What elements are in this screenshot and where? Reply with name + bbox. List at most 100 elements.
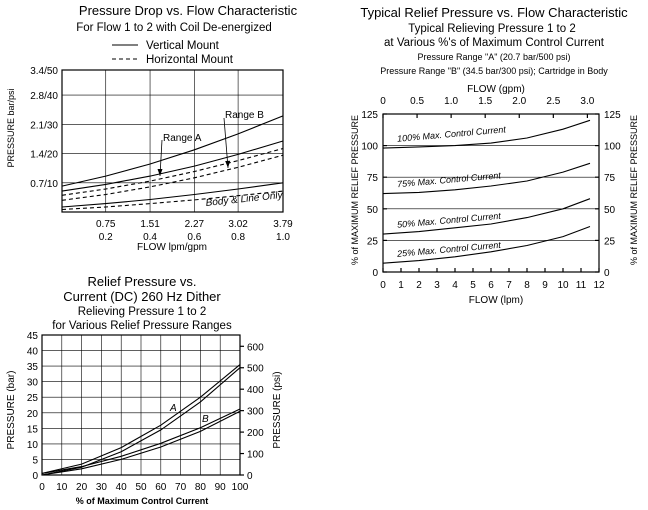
x-tick-label-lpm: 0.75 (96, 219, 116, 230)
y-tick-label-psi: 100 (247, 450, 264, 461)
y-tick-label-left: 125 (361, 110, 378, 121)
x-tick-label-lpm: 3.79 (273, 219, 293, 230)
x-tick-label: 80 (195, 482, 207, 493)
relief-current-grid (41, 334, 241, 476)
y-tick-label-bar: 40 (27, 347, 39, 358)
series-line (41, 410, 241, 476)
y-tick-label-bar: 30 (27, 378, 39, 389)
y-tick-label-bar: 25 (27, 393, 39, 404)
annotation-a: A (169, 403, 177, 414)
x-tick-label-gpm: 0 (380, 96, 386, 107)
x-tick-label-gpm: 1.0 (444, 96, 458, 107)
relief-current-title-2: Current (DC) 260 Hz Dither (63, 289, 221, 304)
y-tick-label-right: 50 (604, 205, 616, 216)
y-tick-label-bar: 5 (32, 455, 38, 466)
x-tick-label-lpm: 3 (434, 280, 440, 291)
annotation-range-b: Range B (225, 110, 264, 121)
x-tick-label-gpm: 0.6 (187, 232, 201, 243)
annotation-body-line-only: Body & Line Only (205, 190, 284, 209)
y-tick-label-left: 25 (367, 236, 379, 247)
series-line (61, 140, 284, 192)
x-tick-label-lpm: 1.51 (140, 219, 160, 230)
x-tick-label-lpm: 12 (593, 280, 605, 291)
legend-vertical-mount: Vertical Mount (146, 40, 220, 52)
pressure-drop-x-label: FLOW lpm/gpm (137, 242, 207, 253)
y-tick-label-bar: 45 (27, 331, 39, 342)
series-line (41, 408, 241, 474)
x-tick-label: 90 (215, 482, 227, 493)
x-tick-label: 10 (56, 482, 68, 493)
relief-flow-bottom-x-label: FLOW (lpm) (469, 295, 523, 306)
series-line (41, 364, 241, 474)
x-tick-label: 0 (39, 482, 45, 493)
x-tick-label-lpm: 11 (576, 280, 587, 291)
x-tick-label-gpm: 1.5 (478, 96, 492, 107)
plot-frame (41, 334, 241, 476)
relief-current-y-label-right: PRESSURE (psi) (272, 371, 283, 448)
y-tick-label-psi: 600 (247, 342, 264, 353)
relief-current-x-label: % of Maximum Control Current (76, 496, 209, 506)
series-line (382, 198, 591, 235)
x-tick-label-lpm: 0 (380, 280, 386, 291)
y-tick-label-left: 0 (372, 268, 378, 279)
relief-vs-flow-chart: Typical Relief Pressure vs. Flow Charact… (350, 5, 639, 306)
series-label: 50% Max. Control Current (397, 211, 502, 230)
pressure-drop-title: Pressure Drop vs. Flow Characteristic (79, 3, 298, 18)
x-tick-label-lpm: 6 (488, 280, 494, 291)
relief-current-subtitle-2: for Various Relief Pressure Ranges (52, 320, 232, 332)
x-tick-label: 30 (96, 482, 108, 493)
range-b-arrow (225, 160, 231, 168)
relief-current-y-label-left: PRESSURE (bar) (6, 371, 17, 450)
x-tick-label-gpm: 0.8 (231, 232, 245, 243)
y-tick-label: 1.4/20 (30, 150, 58, 161)
y-tick-label: 2.1/30 (30, 120, 58, 131)
x-tick-label-gpm: 0.4 (143, 232, 157, 243)
y-tick-label-bar: 35 (27, 362, 39, 373)
relief-flow-note-1: Pressure Range "A" (20.7 bar/500 psi) (418, 52, 571, 62)
series-line (61, 115, 284, 187)
pressure-drop-y-ticks: 3.4/50 2.8/40 2.1/30 1.4/20 0.7/10 (30, 66, 58, 190)
y-tick-label-right: 25 (604, 236, 616, 247)
x-tick-label-lpm: 10 (557, 280, 569, 291)
y-tick-label: 3.4/50 (30, 66, 58, 77)
x-tick-label-gpm: 0.2 (99, 232, 113, 243)
series-line (41, 367, 241, 476)
range-b-leader (223, 117, 229, 169)
relief-flow-ticks: 0 1 2 3 4 5 6 7 8 9 10 11 120 0.5 1.0 1.5 2.0 2.5 3.00 025 2… (361, 96, 621, 291)
series-line (382, 225, 591, 264)
y-tick-label-left: 75 (367, 173, 379, 184)
x-tick-label-lpm: 8 (524, 280, 530, 291)
relief-flow-subtitle-2: at Various %'s of Maximum Control Curren… (384, 37, 605, 49)
pressure-drop-series (61, 115, 284, 211)
pressure-drop-y-label: PRESSURE bar/psi (6, 88, 16, 167)
x-tick-label-gpm: 2.0 (512, 96, 526, 107)
x-tick-label: 100 (232, 482, 249, 493)
relief-flow-top-x-label: FLOW (gpm) (467, 84, 525, 95)
y-tick-label-psi: 0 (247, 471, 253, 482)
x-tick-label-gpm: 0.5 (410, 96, 424, 107)
x-tick-label: 70 (175, 482, 187, 493)
y-tick-label-psi: 300 (247, 407, 264, 418)
series-line (382, 162, 591, 195)
x-tick-label-lpm: 5 (470, 280, 476, 291)
x-tick-label-gpm: 2.5 (546, 96, 560, 107)
x-tick-label: 50 (135, 482, 147, 493)
pressure-drop-subtitle: For Flow 1 to 2 with Coil De-energized (76, 22, 272, 34)
x-tick-label-lpm: 7 (506, 280, 512, 291)
series-line (61, 154, 284, 201)
y-tick-label-left: 50 (367, 205, 379, 216)
y-tick-label-bar: 0 (32, 471, 38, 482)
y-tick-label-bar: 20 (27, 409, 39, 420)
relief-flow-note-2: Pressure Range "B" (34.5 bar/300 psi); C… (380, 66, 608, 76)
y-tick-label-right: 75 (604, 173, 616, 184)
y-tick-label-right: 100 (604, 142, 621, 153)
series-label: 25% Max. Control Current (396, 240, 502, 259)
x-tick-label-gpm: 1.0 (276, 232, 290, 243)
y-tick-label-right: 0 (604, 268, 610, 279)
x-tick-label: 40 (116, 482, 128, 493)
y-tick-label-psi: 500 (247, 364, 264, 375)
y-tick-label-bar: 15 (27, 424, 39, 435)
x-tick-label-lpm: 3.02 (228, 219, 248, 230)
y-tick-label-right: 125 (604, 110, 621, 121)
